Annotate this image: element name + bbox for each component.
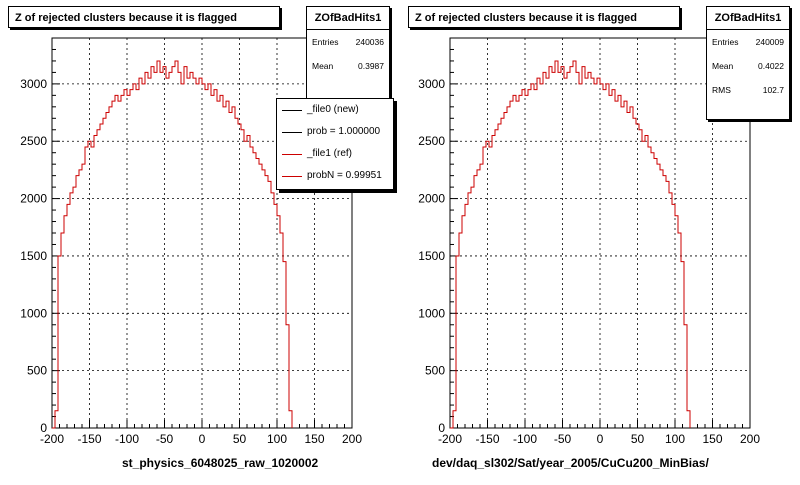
legend-swatch (282, 132, 302, 133)
x-tick-label: -50 (156, 432, 174, 446)
y-tick-label: 0 (438, 421, 445, 435)
stats-row-rms: RMS 102.7 (707, 78, 789, 102)
stats-label: RMS (712, 85, 731, 95)
legend-swatch (282, 154, 302, 155)
x-tick-label: -150 (475, 432, 499, 446)
stats-hist-name: ZOfBadHits1 (707, 7, 789, 30)
stats-row-entries: Entries 240009 (707, 30, 789, 54)
stats-label: Mean (312, 61, 334, 71)
y-tick-label: 3000 (418, 77, 445, 91)
y-tick-label: 2000 (418, 192, 445, 206)
x-tick-label: -150 (77, 432, 101, 446)
x-tick-label: 50 (233, 432, 247, 446)
legend-entry: _file1 (ref) (277, 143, 393, 165)
legend-box: _file0 (new) prob = 1.000000 _file1 (ref… (276, 98, 394, 190)
x-tick-label: 100 (267, 432, 287, 446)
legend-swatch (282, 110, 302, 111)
stats-row-mean: Mean 0.4022 (707, 54, 789, 78)
legend-label: _file0 (new) (307, 104, 359, 115)
legend-swatch (282, 176, 302, 177)
x-tick-label: 0 (597, 432, 604, 446)
legend-label: prob = 1.000000 (307, 126, 381, 137)
chart-title: Z of rejected clusters because it is fla… (8, 6, 280, 28)
x-tick-label: -200 (40, 432, 64, 446)
legend-label: _file1 (ref) (307, 148, 353, 159)
plot-area-right: -200 -150 -100 -50 0 50 100 150 2000500100015002… (418, 37, 760, 446)
x-tick-label: -200 (438, 432, 462, 446)
stats-label: Entries (312, 37, 339, 47)
legend-entry: probN = 0.99951 (277, 165, 393, 187)
y-tick-label: 500 (27, 364, 47, 378)
y-tick-label: 0 (40, 421, 47, 435)
chart-title: Z of rejected clusters because it is fla… (408, 6, 680, 28)
y-tick-label: 2500 (418, 134, 445, 148)
y-tick-label: 500 (425, 364, 445, 378)
y-tick-label: 1500 (20, 249, 47, 263)
stats-box: ZOfBadHits1 Entries 240009 Mean 0.4022 R… (706, 6, 790, 120)
stats-value: 102.7 (762, 85, 784, 95)
stats-row-entries: Entries 240036 (307, 30, 389, 54)
legend-entry: _file0 (new) (277, 99, 393, 121)
x-tick-label: 100 (665, 432, 685, 446)
histogram-series (450, 60, 691, 429)
x-tick-label: -50 (554, 432, 572, 446)
y-tick-label: 2000 (20, 192, 47, 206)
x-axis-label: st_physics_6048025_raw_1020002 (122, 456, 319, 470)
stats-label: Entries (712, 37, 739, 47)
x-tick-label: 150 (702, 432, 722, 446)
x-tick-label: -100 (513, 432, 537, 446)
x-tick-label: -100 (115, 432, 139, 446)
stats-value: 0.4022 (758, 61, 784, 71)
stats-label: Mean (712, 61, 734, 71)
x-axis-label: dev/daq_sl302/Sat/year_2005/CuCu200_MinB… (432, 456, 709, 470)
histogram-pad-right: -200 -150 -100 -50 0 50 100 150 200 0 500 1000 1500 2… (400, 0, 800, 480)
stats-value: 240009 (755, 37, 784, 47)
y-tick-label: 2500 (20, 134, 47, 148)
y-tick-label: 3000 (20, 77, 47, 91)
histogram-series (52, 60, 293, 429)
stats-hist-name: ZOfBadHits1 (307, 7, 389, 30)
y-tick-label: 1500 (418, 249, 445, 263)
x-tick-label: 150 (304, 432, 324, 446)
stats-value: 0.3987 (358, 61, 384, 71)
histogram-pad-left: -200 -150 -100 -50 0 50 100 150 200 0 500 1000 1500 2… (0, 0, 400, 480)
x-tick-label: 200 (740, 432, 760, 446)
y-tick-label: 1000 (20, 306, 47, 320)
x-tick-label: 200 (342, 432, 362, 446)
x-tick-label: 0 (199, 432, 206, 446)
x-tick-label: 50 (631, 432, 645, 446)
y-tick-label: 1000 (418, 306, 445, 320)
legend-label: probN = 0.99951 (307, 170, 382, 181)
stats-value: 240036 (355, 37, 384, 47)
stats-row-mean: Mean 0.3987 (307, 54, 389, 78)
legend-entry: prob = 1.000000 (277, 121, 393, 143)
